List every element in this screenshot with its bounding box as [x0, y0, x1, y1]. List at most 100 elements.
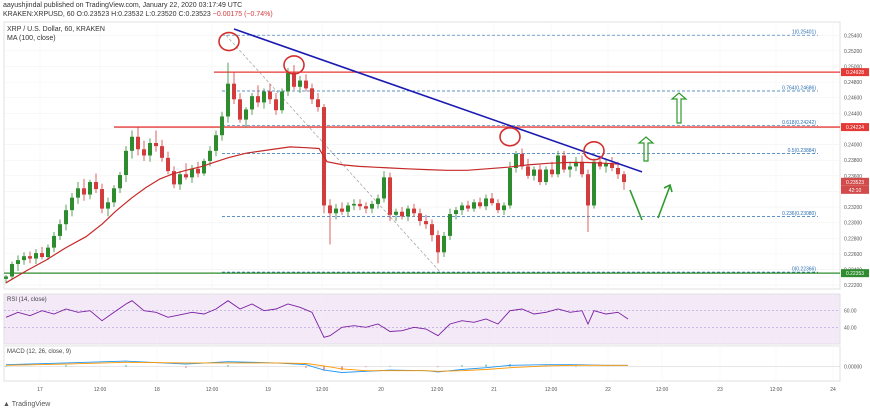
- ohlc-values: KRAKEN:XRPUSD, 60 O:0.23523 H:0.23532 L:…: [3, 11, 211, 18]
- x-tick-label: 18: [154, 387, 160, 393]
- candle-body: [334, 208, 338, 214]
- highlight-circle: [218, 31, 240, 52]
- candle-body: [166, 157, 170, 172]
- y-tick-label: 0.23600: [844, 174, 862, 180]
- x-tick-label: 12:00: [316, 387, 329, 393]
- candle-body: [238, 99, 242, 120]
- candle-body: [520, 153, 524, 167]
- macd-histogram-bar: [437, 366, 439, 368]
- x-tick-label: 12:00: [94, 387, 107, 393]
- candle-body: [160, 146, 164, 158]
- candle-body: [286, 72, 290, 92]
- candle-body: [76, 188, 80, 198]
- candle-body: [190, 168, 194, 178]
- y-tick-label: 0.22600: [844, 252, 862, 258]
- candle-body: [274, 99, 278, 111]
- candle-body: [178, 174, 182, 185]
- candle-body: [106, 202, 110, 209]
- candle-body: [112, 188, 116, 203]
- macd-histogram-bar: [305, 366, 307, 368]
- candle-body: [28, 256, 32, 259]
- candle-body: [340, 208, 344, 212]
- symbol-line: XRP / U.S. Dollar, 60, KRAKEN: [7, 26, 105, 33]
- candle-body: [604, 163, 608, 167]
- candle-body: [532, 169, 536, 176]
- candle-body: [430, 224, 434, 236]
- candle-body: [46, 247, 50, 257]
- macd-label: MACD (12, 26, close, 9): [7, 349, 71, 355]
- candle-body: [34, 253, 38, 259]
- candle-body: [202, 160, 206, 174]
- y-tick-label: 0.22800: [844, 236, 862, 242]
- dip-arrow-icon: [629, 189, 643, 221]
- candle-body: [610, 163, 614, 168]
- candle-body: [538, 169, 542, 183]
- ohlc-line: KRAKEN:XRPUSD, 60 O:0.23523 H:0.23532 L:…: [3, 11, 273, 18]
- x-tick-label: 24: [830, 387, 836, 393]
- macd-histogram-bar: [341, 366, 343, 371]
- candle-body: [376, 198, 380, 204]
- candle-body: [454, 210, 458, 215]
- candle-body: [172, 171, 176, 185]
- candle-body: [478, 202, 482, 207]
- fib-leg-line: [225, 35, 441, 273]
- tradingview-icon: ▲: [3, 401, 10, 408]
- price-badge: [841, 177, 869, 186]
- y-tick-label: 0.24600: [844, 96, 862, 102]
- x-tick-label: 12:00: [206, 387, 219, 393]
- candle-body: [400, 211, 404, 217]
- candle-body: [130, 136, 134, 151]
- y-tick-label: 0.23800: [844, 158, 862, 164]
- fib-level-label: 1(0.25401): [792, 30, 817, 36]
- candle-body: [310, 88, 314, 100]
- candle-body: [388, 177, 392, 215]
- x-tick-label: 12:00: [656, 387, 669, 393]
- candle-body: [304, 80, 308, 89]
- x-tick-label: 23: [717, 387, 723, 393]
- change-value: −0.00175 (−0.74%): [212, 11, 273, 18]
- trend-line: [233, 28, 643, 173]
- fib-level-label: 0.618(0.24242): [782, 120, 816, 126]
- rsi-label: RSI (14, close): [7, 297, 47, 303]
- fib-level-label: 0(0.22366): [792, 267, 817, 273]
- candle-body: [214, 135, 218, 151]
- candle-body: [580, 161, 584, 175]
- level-badge-label: 0.24224: [846, 125, 864, 131]
- macd-histogram-bar: [389, 365, 391, 367]
- target-arrow-up-icon: [637, 136, 655, 162]
- candle-body: [22, 256, 26, 261]
- y-tick-label: 0.24000: [844, 143, 862, 149]
- y-tick-label: 0.24400: [844, 111, 862, 117]
- y-tick-label: 0.25400: [844, 33, 862, 39]
- candle-body: [244, 109, 248, 120]
- published-line: aayushjindal published on TradingView.co…: [3, 2, 243, 9]
- candle-body: [544, 169, 548, 183]
- x-tick-label: 21: [491, 387, 497, 393]
- candle-body: [418, 213, 422, 222]
- fib-level-label: 0.764(0.24686): [782, 86, 816, 92]
- candle-body: [124, 150, 128, 176]
- candle-body: [622, 174, 626, 183]
- candle-body: [256, 96, 260, 103]
- x-tick-label: 12:00: [431, 387, 444, 393]
- level-badge-label: 0.22353: [846, 271, 864, 277]
- candle-body: [448, 214, 452, 236]
- candle-body: [208, 150, 212, 161]
- candle-body: [232, 83, 236, 100]
- candle-body: [424, 221, 428, 225]
- candle-body: [142, 149, 146, 156]
- candle-body: [382, 177, 386, 199]
- candle-body: [352, 203, 356, 206]
- candle-body: [550, 169, 554, 175]
- candle-body: [292, 72, 296, 87]
- y-tick-label: 0.22200: [844, 283, 862, 289]
- candle-body: [82, 188, 86, 195]
- candle-body: [514, 153, 518, 168]
- tradingview-logo[interactable]: ▲ TradingView: [3, 401, 50, 408]
- x-tick-label: 20: [378, 387, 384, 393]
- candle-body: [88, 182, 92, 195]
- ma-label: MA (100, close): [7, 35, 56, 42]
- y-tick-label: 0.25200: [844, 49, 862, 55]
- candle-body: [394, 211, 398, 215]
